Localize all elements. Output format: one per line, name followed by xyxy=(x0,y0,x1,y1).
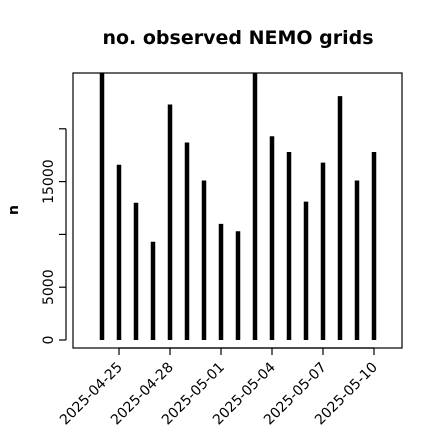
y-tick-label: 0 xyxy=(41,336,57,345)
chart-title: no. observed NEMO grids xyxy=(102,27,373,49)
y-tick-label: 5000 xyxy=(41,269,57,305)
y-tick-label: 15000 xyxy=(41,159,57,204)
x-axis: 2025-04-252025-04-282025-05-012025-05-04… xyxy=(57,347,381,428)
bar-series xyxy=(99,73,377,340)
y-axis: 0 5000 15000 xyxy=(41,128,67,345)
y-axis-label: n xyxy=(6,205,22,215)
